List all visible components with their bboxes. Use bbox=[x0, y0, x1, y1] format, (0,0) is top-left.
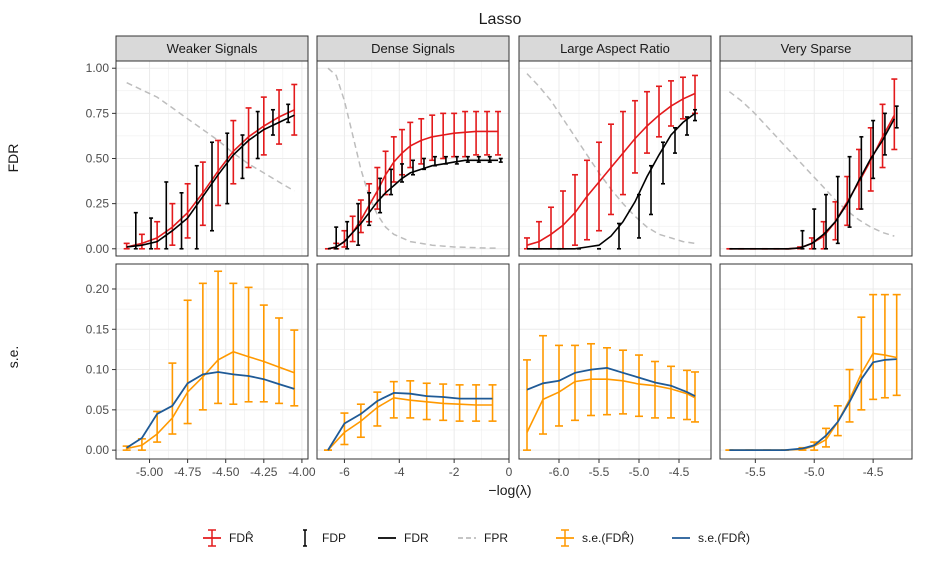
chart-title: Lasso bbox=[479, 11, 522, 28]
panel-border bbox=[316, 60, 510, 257]
fdr-hat-line bbox=[126, 109, 295, 248]
x-tick-label: 0 bbox=[506, 465, 513, 479]
x-tick-label: -5.5 bbox=[589, 465, 610, 479]
se-fdr-hat-line bbox=[526, 378, 696, 433]
bottom-panel: -6.0 -5.5 -5.0 -4.5 bbox=[518, 263, 712, 479]
panel-border bbox=[316, 263, 510, 460]
facet-1: Dense Signals -6 -4 -2 0 bbox=[316, 35, 513, 479]
panel-background bbox=[317, 264, 509, 459]
bottom-panel: -6 -4 -2 0 bbox=[316, 263, 513, 479]
x-tick-label: -5.0 bbox=[804, 465, 825, 479]
y-tick-label: 1.00 bbox=[86, 61, 110, 75]
y-tick-label: 0.15 bbox=[86, 322, 110, 336]
row-label-fdr: FDR bbox=[5, 144, 21, 173]
fdr-hat-line bbox=[526, 92, 696, 246]
bottom-panel: 0.00 0.05 0.10 0.15 0.20 -5.00 -4.75 -4.50 -4.25… bbox=[86, 263, 316, 479]
facet-strip-label: Weaker Signals bbox=[167, 41, 258, 56]
se-fdr-line bbox=[126, 371, 295, 449]
legend-label: FDP bbox=[322, 531, 346, 545]
y-tick-label: 0.25 bbox=[86, 197, 110, 211]
facet-0: Weaker Signals0.000.250.500.751.000.000.… bbox=[86, 35, 316, 479]
facet-2: Large Aspect Ratio -6.0 -5.5 -5.0 -4.5 bbox=[518, 35, 712, 479]
legend-item: FPR bbox=[458, 531, 508, 545]
panels: Weaker Signals0.000.250.500.751.000.000.… bbox=[86, 35, 913, 479]
fpr-line bbox=[126, 82, 295, 192]
facet-strip-label: Dense Signals bbox=[371, 41, 455, 56]
facet-strip bbox=[518, 35, 712, 62]
top-panel bbox=[518, 60, 712, 257]
y-tick-label: 0.00 bbox=[86, 443, 110, 457]
top-panel bbox=[719, 60, 913, 257]
fpr-line bbox=[327, 67, 499, 249]
x-tick-label: -5.0 bbox=[629, 465, 650, 479]
y-tick-label: 0.50 bbox=[86, 152, 110, 166]
facet-strip-label: Very Sparse bbox=[781, 41, 852, 56]
x-tick-label: -2 bbox=[449, 465, 460, 479]
panel-border bbox=[518, 263, 712, 460]
se-fdr-hat-line bbox=[126, 350, 295, 450]
fpr-line bbox=[728, 91, 895, 237]
fdr-line bbox=[126, 114, 295, 248]
y-tick-label: 0.10 bbox=[86, 363, 110, 377]
x-tick-label: -5.5 bbox=[745, 465, 766, 479]
legend-item: FDP bbox=[303, 529, 346, 547]
legend-item: FDR bbox=[378, 531, 429, 545]
legend-item: s.e.(FDR̂) bbox=[672, 530, 750, 545]
x-tick-label: -4.5 bbox=[863, 465, 884, 479]
x-tick-label: -5.00 bbox=[136, 465, 164, 479]
legend-label: s.e.(FDR̂) bbox=[582, 530, 634, 545]
x-axis-label: −log(λ) bbox=[488, 482, 531, 498]
facet-strip-label: Large Aspect Ratio bbox=[560, 41, 670, 56]
x-tick-label: -4.25 bbox=[250, 465, 278, 479]
x-tick-label: -4.75 bbox=[174, 465, 202, 479]
legend-label: FDR̂ bbox=[229, 530, 254, 545]
legend-label: FPR bbox=[484, 531, 508, 545]
x-tick-label: -4.50 bbox=[212, 465, 240, 479]
se-fdr-line bbox=[729, 358, 897, 452]
fdr-line bbox=[729, 118, 896, 250]
facet-strip bbox=[719, 35, 913, 62]
bottom-panel: -5.5 -5.0 -4.5 bbox=[719, 263, 913, 479]
y-tick-label: 0.05 bbox=[86, 403, 110, 417]
panel-border bbox=[719, 60, 913, 257]
se-fdr-line bbox=[526, 366, 696, 397]
legend-item: FDR̂ bbox=[203, 529, 254, 547]
se-fdr-hat-line bbox=[327, 396, 493, 451]
panel-border bbox=[719, 263, 913, 460]
fdr-line bbox=[527, 112, 696, 250]
top-panel: 0.00 0.25 0.50 0.75 1.00 bbox=[86, 60, 309, 257]
x-tick-label: -4 bbox=[394, 465, 405, 479]
fdr-line bbox=[327, 159, 498, 250]
legend: FDR̂ FDP FDR FPR s.e.(FDR̂) s.e.(FDR̂) bbox=[203, 529, 750, 547]
se-fdr-line bbox=[327, 391, 493, 451]
legend-label: s.e.(FDR̂) bbox=[698, 530, 750, 545]
x-tick-label: -4.00 bbox=[288, 465, 316, 479]
legend-item: s.e.(FDR̂) bbox=[556, 529, 634, 547]
facet-strip bbox=[115, 35, 309, 62]
panel-border bbox=[518, 60, 712, 257]
panel-border bbox=[115, 263, 309, 460]
top-panel bbox=[316, 60, 510, 257]
y-tick-label: 0.00 bbox=[86, 242, 110, 256]
row-label-se: s.e. bbox=[5, 346, 21, 369]
x-tick-label: -6.0 bbox=[549, 465, 570, 479]
legend-label: FDR bbox=[404, 531, 429, 545]
y-tick-label: 0.20 bbox=[86, 282, 110, 296]
x-tick-label: -4.5 bbox=[669, 465, 690, 479]
facet-3: Very Sparse -5.5 -5.0 -4.5 bbox=[719, 35, 913, 479]
panel-background bbox=[116, 264, 308, 459]
y-tick-label: 0.75 bbox=[86, 106, 110, 120]
x-tick-label: -6 bbox=[339, 465, 350, 479]
